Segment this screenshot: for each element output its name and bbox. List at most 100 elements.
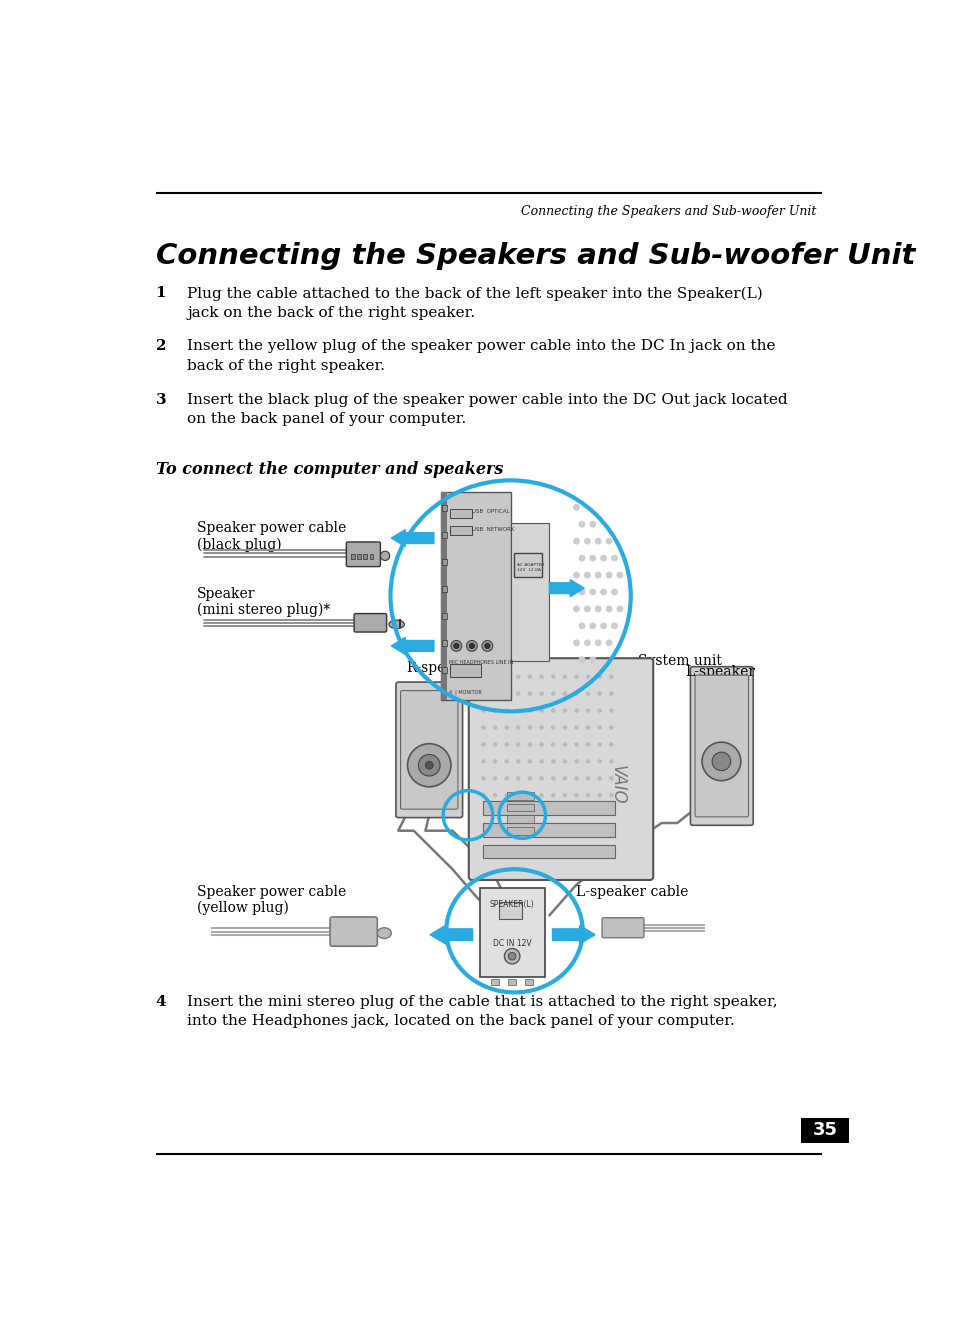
- Circle shape: [493, 675, 497, 678]
- Circle shape: [539, 709, 542, 712]
- Circle shape: [528, 777, 531, 780]
- Text: L-speaker cable: L-speaker cable: [576, 884, 688, 899]
- Bar: [506, 792, 534, 800]
- Circle shape: [584, 641, 590, 646]
- Circle shape: [562, 777, 566, 780]
- Circle shape: [573, 572, 578, 578]
- Bar: [483, 844, 615, 859]
- Circle shape: [575, 742, 578, 746]
- Circle shape: [590, 590, 595, 595]
- Circle shape: [586, 691, 589, 695]
- Bar: [801, 1118, 848, 1143]
- Circle shape: [562, 726, 566, 729]
- Circle shape: [528, 709, 531, 712]
- Bar: [398, 619, 401, 628]
- Circle shape: [517, 793, 519, 797]
- Circle shape: [578, 590, 584, 595]
- FancyBboxPatch shape: [346, 541, 380, 567]
- Circle shape: [528, 726, 531, 729]
- Text: AC ADAPTER
12V  12.0A: AC ADAPTER 12V 12.0A: [517, 563, 543, 572]
- Bar: [442, 532, 447, 539]
- Text: Speaker power cable
(yellow plug): Speaker power cable (yellow plug): [196, 884, 346, 915]
- Bar: [369, 555, 373, 559]
- Bar: [508, 978, 516, 985]
- Bar: [442, 505, 447, 511]
- Circle shape: [551, 742, 555, 746]
- Circle shape: [517, 742, 519, 746]
- Circle shape: [551, 726, 555, 729]
- Text: Speaker
(mini stereo plug)*: Speaker (mini stereo plug)*: [196, 587, 330, 618]
- Bar: [525, 978, 533, 985]
- Circle shape: [617, 606, 622, 611]
- Circle shape: [606, 641, 611, 646]
- Circle shape: [528, 742, 531, 746]
- Circle shape: [493, 691, 497, 695]
- Bar: [440, 492, 510, 699]
- Circle shape: [573, 505, 578, 511]
- Circle shape: [586, 777, 589, 780]
- Circle shape: [551, 760, 555, 762]
- Bar: [442, 586, 447, 592]
- Circle shape: [425, 761, 433, 769]
- Text: To connect the computer and speakers: To connect the computer and speakers: [155, 461, 502, 478]
- Circle shape: [609, 793, 612, 797]
- Circle shape: [590, 521, 595, 527]
- Bar: [442, 667, 447, 673]
- Text: Speaker power cable
(black plug): Speaker power cable (black plug): [196, 521, 346, 552]
- Circle shape: [609, 777, 612, 780]
- Circle shape: [539, 760, 542, 762]
- Circle shape: [505, 742, 508, 746]
- Bar: [510, 523, 549, 662]
- Circle shape: [505, 760, 508, 762]
- Circle shape: [481, 709, 484, 712]
- Bar: [483, 823, 615, 838]
- Circle shape: [586, 726, 589, 729]
- Bar: [363, 555, 367, 559]
- Circle shape: [551, 793, 555, 797]
- Circle shape: [578, 521, 584, 527]
- Text: 3: 3: [155, 393, 166, 406]
- Text: R-speaker: R-speaker: [406, 662, 476, 675]
- Circle shape: [528, 691, 531, 695]
- Bar: [442, 639, 447, 646]
- Circle shape: [595, 606, 600, 611]
- Text: Insert the yellow plug of the speaker power cable into the DC In jack on the
bac: Insert the yellow plug of the speaker po…: [187, 339, 775, 373]
- Text: MIC HEADPHONES LINE IN: MIC HEADPHONES LINE IN: [448, 659, 513, 665]
- Circle shape: [609, 675, 612, 678]
- Circle shape: [451, 641, 461, 651]
- Text: Insert the mini stereo plug of the cable that is attached to the right speaker,
: Insert the mini stereo plug of the cable…: [187, 994, 778, 1028]
- Circle shape: [493, 793, 497, 797]
- Circle shape: [517, 709, 519, 712]
- Circle shape: [517, 691, 519, 695]
- Text: Plug the cable attached to the back of the left speaker into the Speaker(L)
jack: Plug the cable attached to the back of t…: [187, 287, 762, 320]
- Text: L-speaker: L-speaker: [684, 665, 755, 679]
- Circle shape: [481, 760, 484, 762]
- Circle shape: [598, 777, 600, 780]
- Circle shape: [586, 793, 589, 797]
- Circle shape: [481, 641, 493, 651]
- Bar: [479, 888, 545, 977]
- Circle shape: [584, 606, 590, 611]
- Circle shape: [575, 793, 578, 797]
- Text: 4  | MONITOR: 4 | MONITOR: [448, 689, 481, 694]
- Circle shape: [562, 709, 566, 712]
- Circle shape: [598, 709, 600, 712]
- FancyBboxPatch shape: [400, 690, 457, 809]
- Circle shape: [595, 572, 600, 578]
- Bar: [450, 509, 472, 519]
- Circle shape: [539, 793, 542, 797]
- Circle shape: [609, 709, 612, 712]
- Bar: [506, 815, 534, 823]
- Circle shape: [611, 555, 617, 561]
- Bar: [483, 801, 615, 815]
- Text: SPEAKER(L): SPEAKER(L): [489, 900, 534, 909]
- Circle shape: [528, 793, 531, 797]
- Circle shape: [590, 623, 595, 628]
- Circle shape: [505, 793, 508, 797]
- Circle shape: [575, 726, 578, 729]
- Circle shape: [484, 643, 490, 649]
- Circle shape: [380, 551, 390, 560]
- Text: Connecting the Speakers and Sub-woofer Unit: Connecting the Speakers and Sub-woofer U…: [521, 205, 816, 218]
- Bar: [514, 553, 541, 576]
- FancyArrow shape: [391, 638, 434, 654]
